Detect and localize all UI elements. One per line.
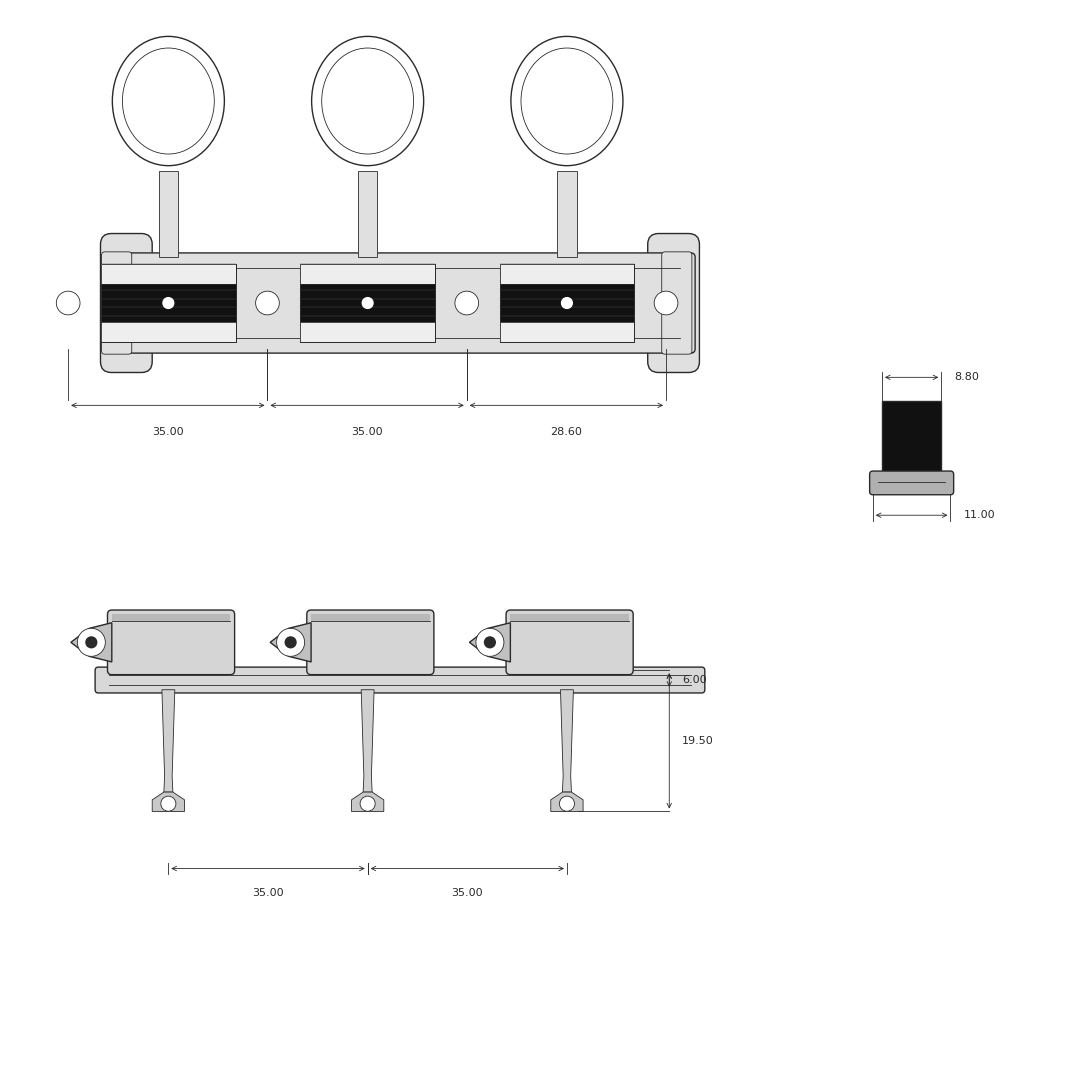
Bar [500, 265, 634, 284]
Bar [882, 401, 942, 474]
Circle shape [362, 298, 373, 309]
Circle shape [256, 292, 280, 315]
Circle shape [360, 796, 375, 811]
Polygon shape [71, 623, 112, 662]
Text: 6.00: 6.00 [683, 675, 706, 685]
Bar [311, 615, 430, 621]
FancyBboxPatch shape [95, 667, 705, 693]
Circle shape [562, 298, 572, 309]
Polygon shape [270, 623, 311, 662]
Ellipse shape [122, 48, 214, 154]
Polygon shape [470, 623, 511, 662]
Bar [557, 171, 577, 257]
Circle shape [78, 629, 106, 657]
Ellipse shape [112, 37, 225, 165]
Bar [300, 265, 435, 341]
Circle shape [559, 796, 575, 811]
Text: 35.00: 35.00 [253, 888, 284, 897]
FancyBboxPatch shape [100, 233, 152, 373]
Circle shape [485, 637, 496, 648]
Bar [511, 615, 629, 621]
FancyBboxPatch shape [102, 252, 132, 354]
Polygon shape [162, 690, 175, 792]
Polygon shape [361, 690, 374, 792]
Bar [159, 171, 178, 257]
Circle shape [476, 629, 504, 657]
Ellipse shape [312, 37, 423, 165]
Text: 8.80: 8.80 [955, 373, 980, 382]
Circle shape [163, 298, 174, 309]
Circle shape [285, 637, 296, 648]
Circle shape [56, 292, 80, 315]
Bar [102, 265, 235, 284]
FancyBboxPatch shape [105, 253, 696, 353]
Text: 35.00: 35.00 [351, 427, 383, 437]
Circle shape [276, 629, 305, 657]
Polygon shape [152, 792, 185, 811]
Bar [102, 265, 235, 341]
Text: 35.00: 35.00 [152, 427, 184, 437]
Bar [112, 615, 230, 621]
Bar [500, 323, 634, 341]
Circle shape [654, 292, 678, 315]
Bar [102, 265, 235, 341]
Text: 35.00: 35.00 [451, 888, 483, 897]
Text: 11.00: 11.00 [963, 510, 995, 521]
Bar [500, 265, 634, 341]
FancyBboxPatch shape [869, 471, 954, 495]
Bar [357, 171, 377, 257]
Bar [102, 323, 235, 341]
Polygon shape [351, 792, 383, 811]
Ellipse shape [322, 48, 414, 154]
FancyBboxPatch shape [507, 610, 633, 675]
FancyBboxPatch shape [108, 610, 234, 675]
FancyBboxPatch shape [307, 610, 434, 675]
Bar [300, 265, 435, 341]
FancyBboxPatch shape [662, 252, 692, 354]
Polygon shape [561, 690, 573, 792]
Circle shape [86, 637, 97, 648]
Polygon shape [551, 792, 583, 811]
Text: 28.60: 28.60 [551, 427, 582, 437]
Bar [300, 323, 435, 341]
Circle shape [455, 292, 478, 315]
FancyBboxPatch shape [648, 233, 700, 373]
Bar [500, 265, 634, 341]
Ellipse shape [521, 48, 612, 154]
Circle shape [161, 796, 176, 811]
Bar [300, 265, 435, 284]
Text: 19.50: 19.50 [683, 735, 714, 746]
Ellipse shape [511, 37, 623, 165]
